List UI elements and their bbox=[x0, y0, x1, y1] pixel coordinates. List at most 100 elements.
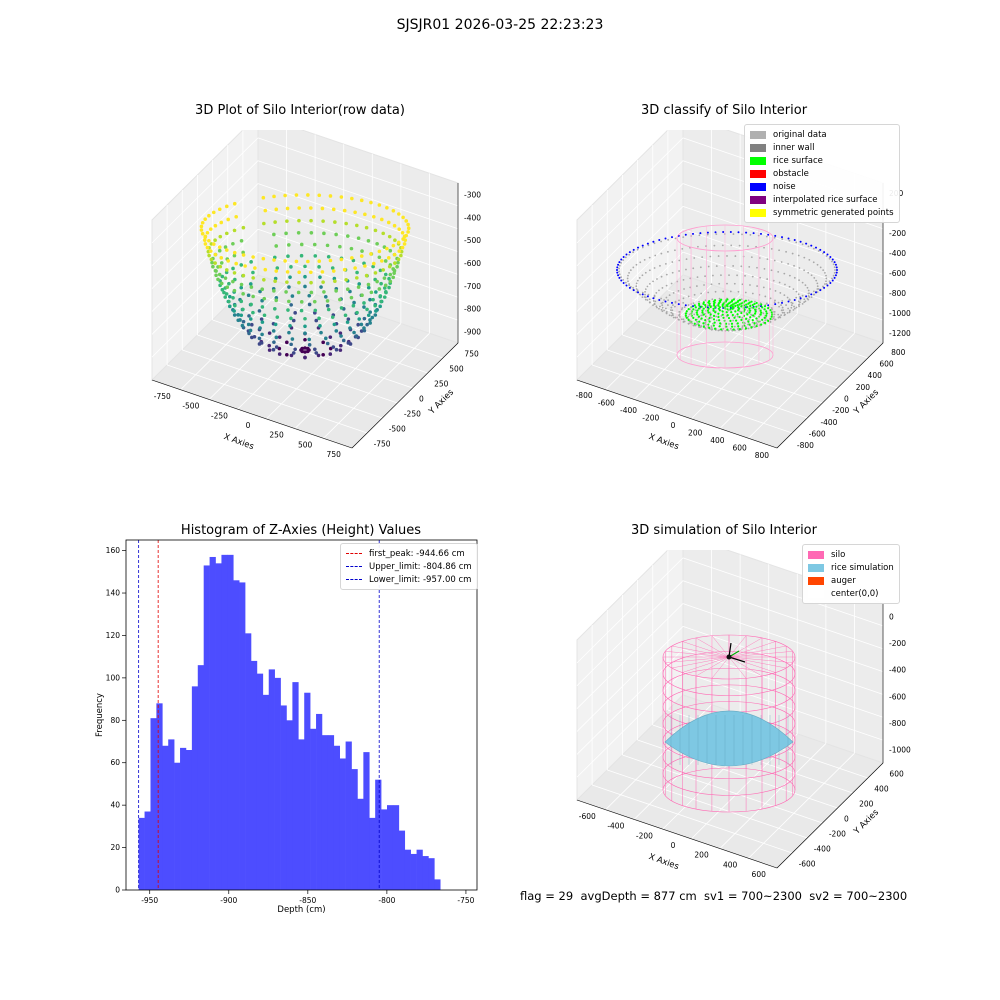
data-point bbox=[239, 238, 244, 243]
y-tick-label: -600 bbox=[809, 430, 826, 439]
rice-surface-point bbox=[737, 306, 740, 309]
data-point bbox=[747, 327, 750, 330]
data-point bbox=[392, 268, 397, 273]
depth-histogram[interactable]: -950 -900 -850 -800 -750 0 20 40 60 80 100 120 140 16… bbox=[80, 530, 500, 920]
data-point bbox=[749, 284, 751, 286]
data-point bbox=[646, 299, 649, 301]
data-point bbox=[232, 253, 237, 258]
rice-surface-point bbox=[714, 306, 717, 309]
rice-surface-point bbox=[738, 298, 742, 302]
data-point bbox=[722, 327, 725, 330]
data-point bbox=[773, 311, 776, 313]
data-point bbox=[707, 265, 710, 268]
data-point bbox=[672, 316, 675, 319]
y-axis-label: Frequency bbox=[95, 693, 105, 737]
data-point bbox=[734, 315, 737, 318]
data-point bbox=[250, 335, 254, 340]
data-point bbox=[239, 263, 244, 267]
histogram-bar bbox=[339, 758, 346, 890]
data-point bbox=[749, 233, 752, 236]
data-point bbox=[711, 328, 714, 331]
data-point bbox=[773, 301, 776, 304]
data-point bbox=[750, 306, 753, 309]
y-tick-label: 500 bbox=[449, 365, 464, 374]
data-point bbox=[372, 214, 376, 219]
data-point bbox=[377, 255, 382, 260]
simulation-3d-plot[interactable]: -600-400-2000200400600-600-400-200020040… bbox=[555, 550, 925, 880]
data-point bbox=[672, 292, 675, 294]
data-point bbox=[202, 238, 207, 242]
data-point bbox=[309, 231, 314, 235]
data-point bbox=[356, 322, 360, 327]
data-point bbox=[306, 349, 310, 354]
data-point bbox=[759, 276, 762, 279]
histogram-bar bbox=[138, 817, 145, 890]
data-point bbox=[391, 243, 396, 248]
silo-roof-line bbox=[728, 645, 787, 658]
raw-data-3d-plot[interactable]: -750-500-2500250500750-750-500-250025050… bbox=[130, 130, 500, 460]
data-point bbox=[217, 245, 222, 249]
histogram-bar bbox=[251, 660, 258, 890]
histogram-bar bbox=[357, 798, 364, 890]
data-point bbox=[815, 279, 818, 282]
rice-surface-point bbox=[769, 309, 772, 312]
y-tick-label: 750 bbox=[464, 350, 479, 359]
y-tick-label: 0 bbox=[844, 815, 849, 824]
data-point bbox=[397, 212, 401, 216]
histogram-bar bbox=[233, 580, 240, 890]
z-tick-label: -700 bbox=[464, 282, 481, 291]
data-point bbox=[709, 315, 712, 317]
grid-line bbox=[682, 251, 884, 321]
data-point bbox=[339, 257, 344, 262]
data-point bbox=[227, 299, 231, 304]
data-point bbox=[364, 225, 369, 230]
data-point bbox=[695, 285, 698, 287]
data-point bbox=[323, 336, 328, 341]
data-point bbox=[210, 260, 214, 265]
data-point bbox=[700, 292, 703, 295]
data-point bbox=[309, 206, 313, 210]
data-point bbox=[803, 301, 806, 304]
data-point bbox=[274, 295, 279, 300]
data-point bbox=[303, 324, 307, 329]
grid-line bbox=[682, 228, 884, 298]
data-point bbox=[668, 314, 671, 317]
data-point bbox=[272, 232, 276, 237]
data-point bbox=[401, 215, 405, 220]
data-point bbox=[653, 295, 656, 298]
y-tick-label: 200 bbox=[859, 800, 874, 809]
data-point bbox=[658, 307, 660, 310]
data-point bbox=[786, 311, 789, 314]
data-point bbox=[357, 317, 362, 321]
data-point bbox=[203, 217, 207, 221]
rice-surface-point bbox=[707, 323, 710, 326]
auger-arm bbox=[728, 656, 746, 663]
data-point bbox=[383, 272, 388, 277]
data-point bbox=[697, 245, 699, 248]
data-point bbox=[207, 238, 211, 243]
x-tick-label: -750 bbox=[154, 392, 171, 401]
legend-label: silo bbox=[831, 549, 846, 560]
classify-3d-plot[interactable]: -800 -600 -400 -200 0 200 400 600 800 -800 -600 -40… bbox=[555, 130, 925, 460]
data-point bbox=[334, 329, 339, 333]
data-point bbox=[689, 277, 692, 280]
rice-surface-point bbox=[704, 319, 707, 322]
data-point bbox=[205, 230, 210, 235]
histogram-bar bbox=[197, 665, 204, 890]
data-point bbox=[285, 206, 290, 211]
rice-surface-point bbox=[748, 301, 751, 304]
data-point bbox=[207, 213, 211, 218]
x-tick-label: 0 bbox=[671, 841, 676, 850]
x-axis-label: X Axies bbox=[647, 852, 680, 872]
data-point bbox=[665, 273, 668, 276]
noise-point bbox=[625, 253, 628, 256]
data-point bbox=[833, 271, 836, 274]
grid-line bbox=[151, 137, 259, 244]
data-point bbox=[648, 301, 651, 304]
grid-line bbox=[682, 626, 884, 695]
legend-swatch bbox=[750, 195, 766, 204]
noise-point bbox=[692, 305, 695, 308]
histogram-bar bbox=[268, 669, 275, 890]
data-point bbox=[670, 311, 673, 314]
data-point bbox=[344, 277, 348, 282]
